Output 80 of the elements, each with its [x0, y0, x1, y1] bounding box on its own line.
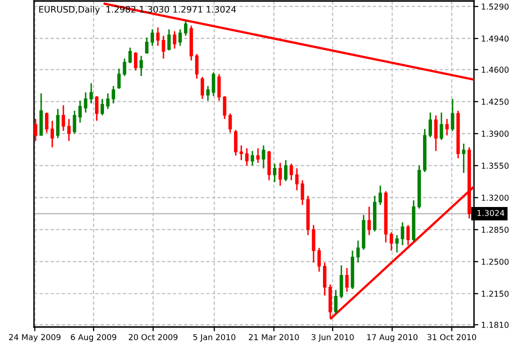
candlestick [128, 46, 132, 64]
candlestick [250, 150, 254, 166]
candlestick [45, 112, 48, 134]
candlestick [228, 112, 232, 134]
candlestick [267, 150, 271, 181]
candlestick [345, 267, 349, 292]
y-tick-label: 1.1810 [482, 322, 509, 328]
candlestick [222, 95, 226, 120]
candlestick [322, 262, 326, 296]
candlestick [406, 224, 410, 246]
candlestick [312, 224, 316, 264]
candlestick [356, 240, 360, 264]
candlestick [134, 52, 138, 72]
candlestick [234, 129, 238, 156]
candlestick [262, 144, 266, 170]
candlestick [295, 168, 299, 191]
y-tick-label: 1.4600 [482, 66, 509, 73]
y-tick-label: 1.4940 [482, 36, 509, 42]
candlestick [378, 185, 382, 206]
candlestick [367, 206, 371, 236]
candlestick [240, 144, 243, 161]
candlestick [184, 20, 188, 36]
candlestick [100, 98, 104, 116]
candlestick [56, 108, 60, 139]
text: EURUSD,Daily 1.2982 1.3030 1.2971 1.3024 [39, 6, 236, 14]
x-tick-label: 6 Aug 2009 [70, 334, 116, 342]
candlestick [50, 120, 54, 148]
candlestick [245, 148, 249, 166]
candlestick [206, 85, 210, 102]
candlestick [95, 95, 98, 122]
candlestick [445, 118, 449, 136]
candlestick [67, 118, 71, 142]
candlestick [145, 36, 148, 54]
candlestick [462, 142, 466, 174]
candlestick [106, 92, 110, 110]
y-tick-label: 1.5290 [482, 4, 509, 10]
x-tick-label: 21 Mar 2010 [248, 334, 299, 340]
y-tick-label: 1.3550 [482, 162, 509, 169]
x-tick-label: 3 Jun 2010 [312, 334, 354, 342]
candlestick [440, 112, 444, 141]
candlestick [217, 73, 221, 102]
candlestick [278, 162, 282, 186]
y-tick-label: 1.2500 [482, 258, 509, 265]
candlestick [334, 289, 338, 314]
candlestick [62, 104, 66, 132]
candlestick [156, 26, 160, 47]
candlestick [84, 92, 88, 114]
candlestick [140, 55, 143, 77]
y-tick-label: 1.4250 [482, 98, 509, 105]
candlestick [390, 232, 394, 252]
y-tick-label: 1.2150 [482, 290, 509, 297]
candlestick [340, 264, 344, 299]
candlestick [317, 247, 321, 272]
y-tick-label: 1.3900 [482, 130, 509, 137]
y-tick-label: 1.3200 [482, 194, 509, 201]
candlestick [195, 53, 199, 80]
candlestick [428, 112, 432, 138]
candlestick [150, 28, 154, 47]
candlestick [112, 85, 116, 104]
candlestick [450, 98, 454, 132]
candlestick [167, 28, 171, 52]
candlestick [290, 163, 294, 181]
x-tick-label: 31 Oct 2010 [427, 334, 476, 340]
candlestick [272, 163, 276, 183]
x-tick-label: 5 Jan 2010 [193, 334, 236, 342]
candlestick [300, 180, 304, 206]
candlestick [172, 30, 176, 50]
x-tick-label: 24 May 2009 [9, 334, 60, 342]
y-tick-label: 1.2850 [482, 226, 509, 233]
x-tick-label: 20 Oct 2009 [128, 334, 178, 340]
ref-line-label: 1.3024 [477, 210, 504, 216]
candlestick [89, 82, 93, 104]
candlestick [78, 100, 82, 124]
x-tick-label: 17 Aug 2010 [367, 334, 418, 342]
candlestick [200, 76, 204, 100]
candlestick [34, 118, 38, 142]
candlestick [178, 28, 182, 47]
candlestick [284, 159, 288, 182]
candlestick [256, 148, 260, 164]
candlestick [434, 114, 438, 152]
